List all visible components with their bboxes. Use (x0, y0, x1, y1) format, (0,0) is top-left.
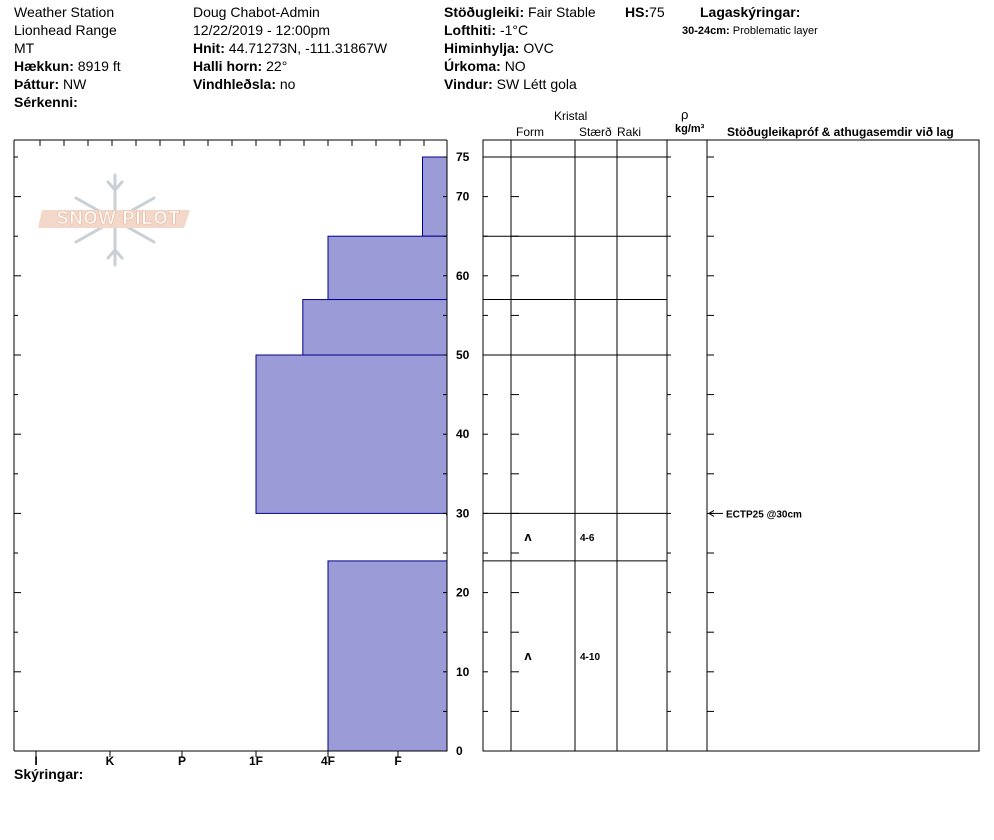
wind-label: Vindur: (444, 76, 493, 92)
precip-label: Úrkoma: (444, 58, 501, 74)
features-row: Sérkenni: (14, 93, 121, 111)
form-header: Form (516, 125, 544, 139)
wind-row: Vindur: SW Létt gola (444, 75, 596, 93)
precip-value: NO (504, 58, 526, 74)
rho-header: ρ (681, 107, 689, 122)
hardness-tick-label-5: F (394, 754, 401, 768)
size-header: Stærð (579, 125, 612, 139)
stability-row: Stöðugleiki: Fair Stable (444, 3, 596, 21)
depth-tick-label-6: 60 (456, 269, 470, 283)
depth-tick-label-3: 30 (456, 506, 470, 520)
depth-tick-label-0: 0 (456, 744, 463, 758)
layer-notes: Lagaskýringar: (700, 3, 800, 21)
hardness-tick-label-4: 4F (321, 754, 335, 768)
stability-label: Stöðugleiki: (444, 4, 525, 20)
depth-tick-label-1: 10 (456, 665, 470, 679)
sky-row: Himinhylja: OVC (444, 39, 596, 57)
precip-row: Úrkoma: NO (444, 57, 596, 75)
hardness-tick-label-0: I (34, 754, 37, 768)
test-label-0: ECTP25 @30cm (726, 509, 802, 520)
wind-value: SW Létt gola (496, 76, 577, 92)
coords-row: Hnit: 44.71273N, -111.31867W (193, 39, 387, 57)
hardness-tick-label-3: 1F (249, 754, 263, 768)
air-temp-label: Lofthiti: (444, 22, 497, 38)
hardness-layer-5 (327, 560, 448, 752)
wind-loading-value: no (279, 76, 296, 92)
depth-tick-label-5: 50 (456, 348, 470, 362)
hardness-layer-2 (302, 299, 448, 356)
hardness-layer-1 (327, 235, 448, 301)
sky-label: Himinhylja: (444, 40, 520, 56)
observation-datetime: 12/22/2019 - 12:00pm (193, 22, 330, 38)
layer-note-row: 30-24cm: Problematic layer (682, 22, 818, 40)
aspect-label: Þáttur: (14, 76, 60, 92)
profile-table-frame (482, 139, 980, 752)
wind-loading-label: Vindhleðsla: (193, 76, 276, 92)
slope-label: Halli horn: (193, 58, 263, 74)
crystal-size-1: 4-10 (580, 652, 600, 663)
observer-name: Doug Chabot-Admin (193, 4, 320, 20)
coords-value: 44.71273N, -111.31867W (228, 40, 388, 56)
notes-label: Skýringar: (14, 766, 84, 782)
moisture-header: Raki (617, 125, 642, 139)
hs-row: HS:75 (625, 3, 665, 21)
sky-value: OVC (523, 40, 554, 56)
observation-info: Doug Chabot-Admin 12/22/2019 - 12:00pm H… (193, 3, 387, 93)
depth-tick-label-4: 40 (456, 427, 470, 441)
layer-note-range: 30-24cm: (682, 25, 730, 37)
hardness-tick-label-1: K (106, 754, 115, 768)
depth-tick-label-8: 75 (456, 150, 470, 164)
hardness-tick-label-2: P (178, 754, 186, 768)
aspect-row: Þáttur: NW (14, 75, 121, 93)
logo-text: SNOW PILOT (56, 208, 181, 229)
stability-value: Fair Stable (528, 4, 596, 20)
slope-value: 22° (266, 58, 288, 74)
test-arrow-head-0 (708, 509, 715, 517)
layer-note-text: Problematic layer (732, 25, 818, 37)
comments-header: Stöðugleikapróf & athugasemdir við lag (727, 125, 954, 139)
aspect-value: NW (63, 76, 87, 92)
station-info: Weather Station Lionhead Range MT Hækkun… (14, 3, 121, 111)
elevation-label: Hækkun: (14, 58, 74, 74)
air-temp-value: -1°C (499, 22, 529, 38)
range-name: Lionhead Range (14, 22, 117, 38)
density-unit-header: kg/m³ (675, 123, 705, 135)
elevation-value: 8919 ft (77, 58, 121, 74)
crystal-header: Kristal (554, 109, 588, 123)
features-label: Sérkenni: (14, 94, 78, 110)
depth-tick-label-7: 70 (456, 190, 470, 204)
layer-notes-label: Lagaskýringar: (700, 4, 801, 20)
wind-loading-row: Vindhleðsla: no (193, 75, 387, 93)
coords-label: Hnit: (193, 40, 225, 56)
conditions-info: Stöðugleiki: Fair Stable Lofthiti: -1°C … (444, 3, 596, 93)
state-name: MT (14, 40, 35, 56)
hs-label: HS: (625, 4, 650, 20)
crystal-size-0: 4-6 (580, 533, 595, 544)
hardness-layer-0 (422, 156, 448, 237)
depth-tick-label-2: 20 (456, 586, 470, 600)
slope-row: Halli horn: 22° (193, 57, 387, 75)
crystal-form-1: ʌ (524, 648, 532, 663)
elevation-row: Hækkun: 8919 ft (14, 57, 121, 75)
snowflake-icon (38, 173, 190, 267)
hardness-layer-3 (255, 354, 448, 514)
snowpilot-logo: SNOW PILOT (38, 170, 193, 270)
crystal-form-0: ʌ (524, 529, 532, 544)
station-name: Weather Station (14, 4, 115, 20)
hs-value: 75 (649, 4, 665, 20)
air-temp-row: Lofthiti: -1°C (444, 21, 596, 39)
